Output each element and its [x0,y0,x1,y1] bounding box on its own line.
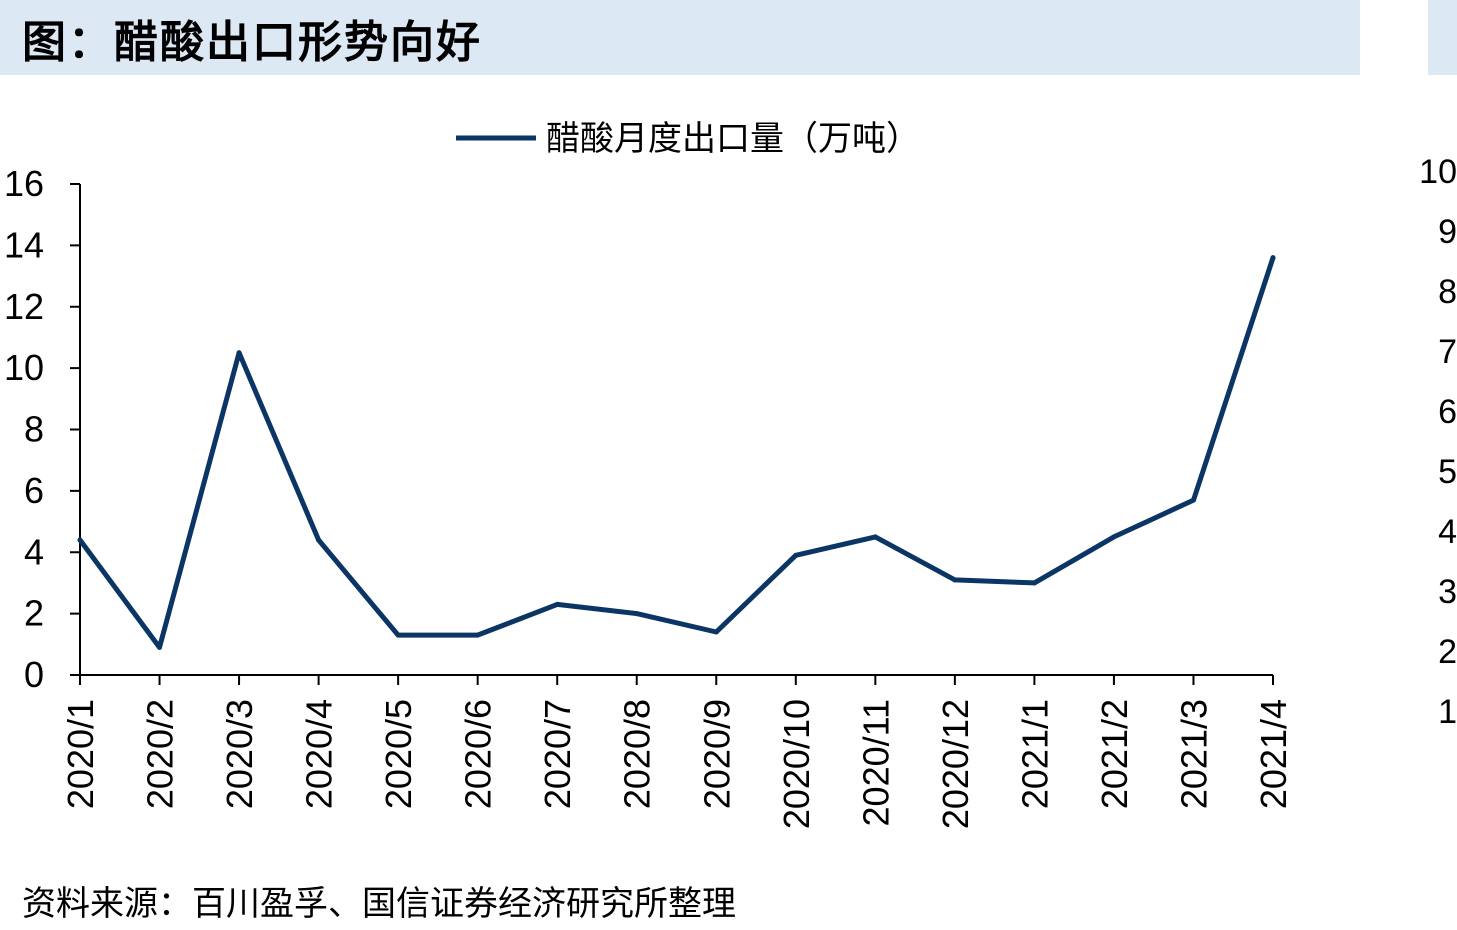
legend-label: 醋酸月度出口量（万吨） [546,119,920,159]
y-tick-label: 10 [4,347,44,388]
y-tick-label: 8 [24,409,44,450]
data-point [713,629,719,635]
x-tick-label: 2020/6 [458,699,499,809]
x-tick-label: 2020/10 [776,699,817,829]
x-axis: 2020/1 2020/2 2020/3 2020/4 2020/5 2020/6 2020… [60,674,1294,829]
data-point [634,611,640,617]
source-note: 资料来源：百川盈孚、国信证券经济研究所整理 [22,884,736,924]
right-axis-fragment: 10 9 8 7 6 5 4 3 2 1 [1412,0,1457,760]
x-tick-label: 2020/9 [696,699,737,809]
series-line [77,255,1276,650]
x-tick-label: 2021/3 [1173,699,1214,809]
y-tick-label: 14 [4,224,44,265]
data-point [157,644,163,650]
data-point [77,537,83,543]
x-tick-label: 2021/2 [1094,699,1135,809]
data-point [1111,534,1117,540]
x-tick-label: 2020/1 [60,699,101,809]
right-axis-tick-label: 3 [1438,573,1457,611]
x-tick-label: 2020/3 [219,699,260,809]
right-axis-tick-label: 1 [1438,693,1457,731]
figure-title: 图：醋酸出口形势向好 [22,17,482,68]
x-tick-label: 2020/7 [537,699,578,809]
y-tick-label: 6 [24,470,44,511]
data-point [1031,580,1037,586]
data-point [1270,255,1276,261]
data-point [1190,497,1196,503]
legend: 醋酸月度出口量（万吨） [456,119,920,159]
x-tick-label: 2020/5 [378,699,419,809]
data-point [554,601,560,607]
data-point [475,632,481,638]
data-point [952,577,958,583]
data-point [872,534,878,540]
right-axis-tick-label: 10 [1419,153,1457,191]
y-tick-label: 2 [24,593,44,634]
y-tick-label: 12 [4,286,44,327]
right-axis-tick-label: 4 [1438,513,1457,551]
x-tick-label: 2020/11 [855,699,896,826]
right-axis-tick-label: 2 [1438,633,1457,671]
y-axis: 0 2 4 6 8 10 12 14 16 [4,163,81,695]
right-axis-tick-label: 7 [1438,333,1457,371]
data-point [236,350,242,356]
y-tick-label: 4 [24,531,44,572]
x-tick-label: 2021/1 [1014,699,1055,809]
series-layer [77,255,1276,650]
data-point [316,537,322,543]
x-tick-label: 2020/2 [140,699,181,809]
right-axis-tick-label: 5 [1438,453,1457,491]
data-point [395,632,401,638]
x-tick-label: 2020/8 [617,699,658,809]
title-bar: 图：醋酸出口形势向好 [0,0,1360,75]
x-tick-label: 2020/4 [299,699,340,809]
right-axis-tick-label: 8 [1438,273,1457,311]
y-tick-label: 16 [4,163,44,204]
x-tick-label: 2020/12 [935,699,976,829]
x-tick-label: 2021/4 [1253,699,1294,809]
right-axis-tick-label: 6 [1438,393,1457,431]
y-tick-label: 0 [24,654,44,695]
right-axis-tick-label: 9 [1438,213,1457,251]
title-bar-right-fragment [1428,0,1457,75]
data-point [793,552,799,558]
